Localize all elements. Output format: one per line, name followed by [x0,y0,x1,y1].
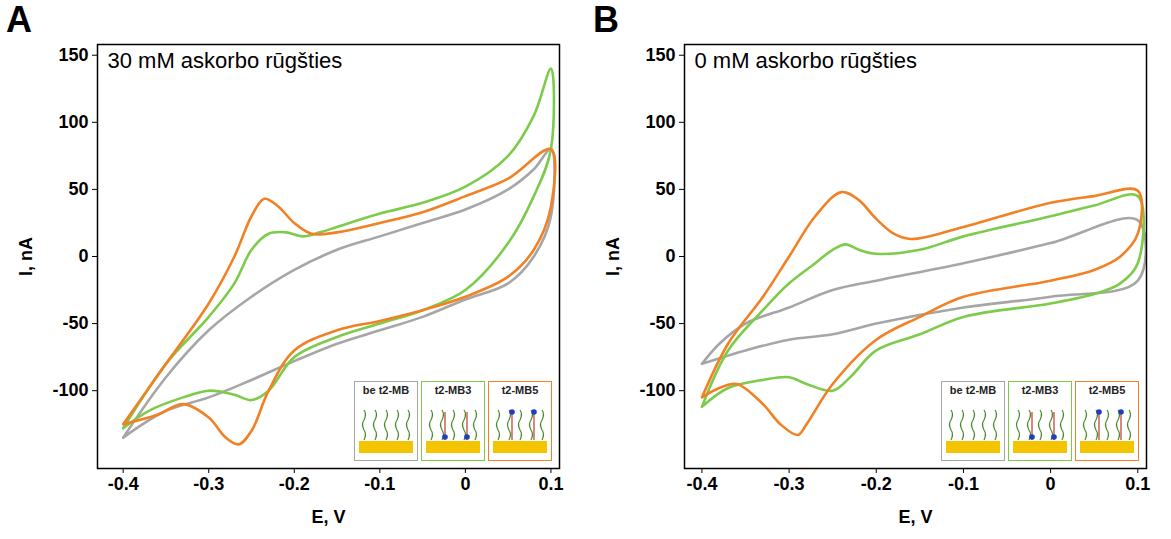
svg-text:E, V: E, V [898,507,932,527]
svg-text:50: 50 [68,179,88,199]
svg-text:-50: -50 [649,313,675,333]
svg-text:-0.1: -0.1 [948,474,979,494]
svg-text:I, nA: I, nA [16,237,36,276]
svg-text:0.1: 0.1 [538,474,563,494]
svg-text:50: 50 [655,179,675,199]
svg-text:I, nA: I, nA [603,237,623,276]
svg-text:0: 0 [460,474,470,494]
svg-text:t2-MB3: t2-MB3 [435,384,472,396]
html-text:A: A [6,0,32,40]
svg-text:-100: -100 [639,380,675,400]
svg-text:-0.4: -0.4 [108,474,139,494]
svg-text:t2-MB5: t2-MB5 [502,384,539,396]
svg-text:30 mM askorbo rūgšties: 30 mM askorbo rūgšties [108,48,343,73]
svg-text:t2-MB3: t2-MB3 [1022,384,1059,396]
svg-text:E, V: E, V [311,507,345,527]
html-text:B: B [593,0,619,40]
svg-text:-0.1: -0.1 [364,474,395,494]
svg-text:-0.3: -0.3 [193,474,224,494]
svg-text:t2-MB5: t2-MB5 [1089,384,1126,396]
svg-text:-100: -100 [52,380,88,400]
svg-text:150: 150 [645,45,675,65]
svg-text:-50: -50 [62,313,88,333]
svg-text:-0.4: -0.4 [686,474,717,494]
svg-text:be t2-MB: be t2-MB [950,384,997,396]
svg-text:0.1: 0.1 [1125,474,1150,494]
svg-text:0: 0 [78,246,88,266]
svg-text:-0.2: -0.2 [861,474,892,494]
svg-text:be t2-MB: be t2-MB [363,384,410,396]
svg-text:-0.2: -0.2 [279,474,310,494]
svg-text:-0.3: -0.3 [774,474,805,494]
svg-text:100: 100 [58,112,88,132]
svg-text:150: 150 [58,45,88,65]
svg-text:0: 0 [1046,474,1056,494]
svg-text:100: 100 [645,112,675,132]
svg-text:0: 0 [665,246,675,266]
svg-text:0 mM askorbo rūgšties: 0 mM askorbo rūgšties [695,48,918,73]
